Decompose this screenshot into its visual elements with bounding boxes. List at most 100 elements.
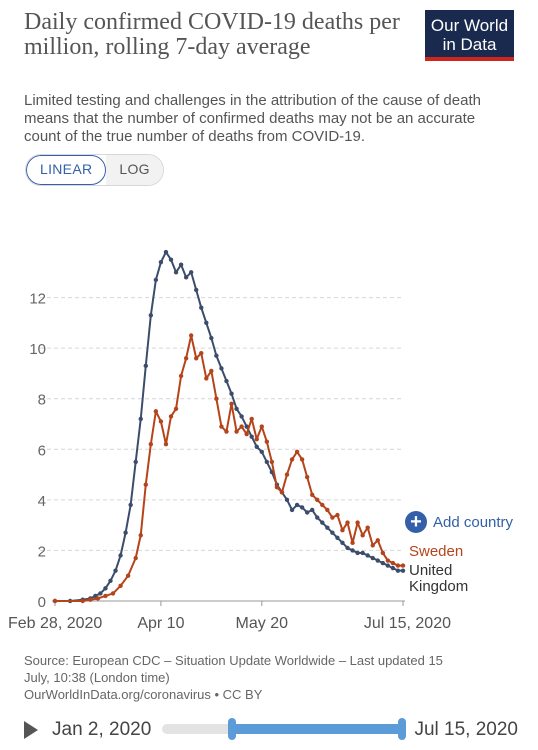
data-point-united-kingdom xyxy=(264,459,270,465)
linear-scale-button[interactable]: LINEAR xyxy=(26,155,107,185)
data-point-united-kingdom xyxy=(214,353,219,358)
data-point-united-kingdom xyxy=(380,560,386,566)
timeline-end-handle[interactable] xyxy=(398,718,406,740)
data-point-united-kingdom xyxy=(194,287,199,293)
data-point-sweden xyxy=(204,376,209,381)
timeline-start-label: Jan 2, 2020 xyxy=(52,719,152,740)
data-point-sweden xyxy=(380,550,386,556)
chart-subtitle: Limited testing and challenges in the at… xyxy=(24,92,481,145)
data-point-sweden xyxy=(224,429,229,434)
y-tick-label: 2 xyxy=(38,543,46,560)
y-tick-label: 6 xyxy=(38,442,46,459)
data-point-united-kingdom xyxy=(183,275,189,280)
data-point-united-kingdom xyxy=(360,550,365,556)
line-chart[interactable]: 0 2 4 6 8 10 12 Feb 28, 2020 Apr 10 May 20 Jul 15,… xyxy=(0,190,538,640)
y-tick-label: 12 xyxy=(29,291,46,308)
data-point-sweden xyxy=(125,573,131,578)
data-point-united-kingdom xyxy=(133,459,138,465)
data-point-united-kingdom xyxy=(320,520,325,525)
log-scale-button[interactable]: LOG xyxy=(106,155,163,185)
data-point-sweden xyxy=(153,409,159,414)
data-point-sweden xyxy=(310,492,315,497)
data-point-sweden xyxy=(289,457,295,462)
data-point-sweden xyxy=(163,442,169,447)
source-link[interactable]: OurWorldInData.org/coronavirus • CC BY xyxy=(24,687,263,702)
data-point-sweden xyxy=(178,373,184,379)
x-tick-label: Jul 15, 2020 xyxy=(364,615,451,632)
play-icon[interactable] xyxy=(24,721,38,739)
logo-line-2: in Data xyxy=(442,35,497,54)
data-point-sweden xyxy=(299,457,305,462)
x-tick-label: Feb 28, 2020 xyxy=(8,615,102,632)
add-country-button[interactable]: + Add country xyxy=(405,511,513,533)
timeline-track[interactable] xyxy=(162,718,406,740)
data-point-sweden xyxy=(315,497,320,503)
plus-icon: + xyxy=(405,511,427,533)
data-point-sweden xyxy=(400,563,406,568)
data-point-sweden xyxy=(264,439,270,444)
data-point-sweden xyxy=(118,583,123,589)
timeline[interactable]: Jan 2, 2020 Jul 15, 2020 xyxy=(24,712,524,746)
chart-title: Daily confirmed COVID-19 deaths per mill… xyxy=(24,9,400,60)
data-point-sweden xyxy=(110,591,116,596)
series-lines xyxy=(52,249,406,604)
x-tick-label: May 20 xyxy=(236,615,289,632)
data-point-united-kingdom xyxy=(299,505,305,510)
data-point-sweden xyxy=(138,533,143,538)
data-point-united-kingdom xyxy=(289,507,295,513)
data-point-sweden xyxy=(95,596,101,601)
data-point-united-kingdom xyxy=(340,540,345,546)
data-point-united-kingdom xyxy=(143,363,148,369)
data-point-united-kingdom xyxy=(325,525,330,530)
data-point-sweden xyxy=(52,598,58,604)
y-tick-label: 10 xyxy=(29,341,46,358)
data-point-united-kingdom xyxy=(254,444,259,449)
data-point-united-kingdom xyxy=(294,502,300,508)
data-point-sweden xyxy=(294,449,300,455)
data-point-sweden xyxy=(209,368,214,374)
data-point-united-kingdom xyxy=(158,259,164,265)
grid-lines xyxy=(40,297,403,551)
owid-logo[interactable]: Our World in Data xyxy=(425,10,514,61)
data-point-sweden xyxy=(214,396,219,401)
data-point-sweden xyxy=(229,401,234,406)
legend-sweden[interactable]: Sweden xyxy=(409,544,463,560)
data-point-sweden xyxy=(259,424,264,429)
legend-uk-line-1: United xyxy=(409,562,453,579)
series-line-united-kingdom[interactable] xyxy=(55,251,403,602)
data-point-sweden xyxy=(254,436,259,442)
data-point-united-kingdom xyxy=(304,510,310,515)
y-tick-label: 4 xyxy=(38,493,46,510)
data-point-united-kingdom xyxy=(168,257,174,262)
legend-sweden-label: Sweden xyxy=(409,543,464,560)
data-point-united-kingdom xyxy=(244,424,249,429)
data-point-sweden xyxy=(345,520,350,525)
data-point-sweden xyxy=(330,515,335,520)
timeline-selected-range xyxy=(232,724,402,734)
legend-united-kingdom[interactable]: United Kingdom xyxy=(409,563,468,595)
data-point-sweden xyxy=(183,356,189,361)
data-point-united-kingdom xyxy=(390,565,396,571)
series-line-sweden[interactable] xyxy=(55,334,403,602)
data-point-sweden xyxy=(244,431,249,437)
data-point-sweden xyxy=(335,512,340,518)
data-point-sweden xyxy=(340,528,345,533)
data-point-united-kingdom xyxy=(188,270,194,275)
scale-toggle[interactable]: LINEAR LOG xyxy=(25,154,164,186)
data-point-united-kingdom xyxy=(199,305,204,310)
timeline-start-handle[interactable] xyxy=(228,718,236,740)
data-point-united-kingdom xyxy=(173,270,179,275)
data-point-sweden xyxy=(173,406,179,412)
data-point-sweden xyxy=(199,351,204,356)
data-point-united-kingdom xyxy=(249,434,254,439)
data-point-united-kingdom xyxy=(284,497,290,503)
add-country-label: Add country xyxy=(433,513,514,531)
data-point-united-kingdom xyxy=(345,545,350,551)
data-point-sweden xyxy=(395,563,401,568)
data-point-sweden xyxy=(390,560,396,566)
data-point-united-kingdom xyxy=(148,313,154,318)
data-point-sweden xyxy=(279,490,285,495)
data-point-united-kingdom xyxy=(315,515,320,520)
data-point-sweden xyxy=(249,416,254,422)
data-point-sweden xyxy=(355,520,360,525)
